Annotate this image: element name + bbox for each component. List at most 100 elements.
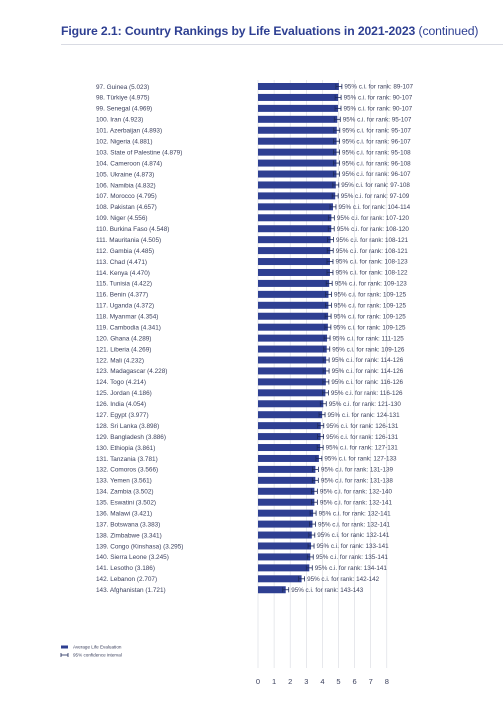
- bar: [258, 334, 328, 342]
- country-label: 111. Mauritania (4.505): [96, 237, 161, 244]
- country-label: 116. Benin (4.377): [96, 292, 148, 299]
- bar: [258, 137, 337, 145]
- ci-label: 95% c.i. for rank: 126-131: [326, 423, 399, 430]
- bar: [258, 301, 329, 309]
- ci-label: 95% c.i. for rank: 114-126: [332, 357, 404, 364]
- ci-label: 95% c.i. for rank: 109-125: [334, 292, 407, 299]
- bar: [258, 542, 312, 550]
- bar: [258, 367, 327, 375]
- country-label: 119. Cambodia (4.341): [96, 324, 161, 331]
- country-label: 118. Myanmar (4.354): [96, 314, 158, 321]
- ci-label: 95% c.i. for rank: 97-109: [341, 193, 410, 200]
- bar: [258, 509, 314, 517]
- ci-label: 95% c.i. for rank: 108-123: [335, 259, 408, 266]
- country-label: 112. Gambia (4.485): [96, 248, 154, 255]
- x-tick-label: 7: [369, 677, 373, 686]
- figure-title-main: Figure 2.1: Country Rankings by Life Eva…: [61, 24, 416, 38]
- ci-label: 95% c.i. for rank: 132-141: [320, 499, 393, 506]
- bar: [258, 268, 330, 276]
- ci-label: 95% c.i. for rank: 131-138: [321, 478, 394, 485]
- country-label: 135. Eswatini (3.502): [96, 500, 156, 507]
- ci-label: 95% c.i. for rank: 95-107: [342, 127, 411, 134]
- country-label: 142. Lebanon (2.707): [96, 576, 157, 583]
- bar: [258, 487, 315, 495]
- country-label: 139. Congo (Kinshasa) (3.295): [96, 543, 183, 550]
- country-label: 143. Afghanistan (1.721): [96, 587, 166, 594]
- ci-label: 95% c.i. for rank: 108-121: [336, 237, 409, 244]
- ci-label: 95% c.i. for rank: 132-141: [318, 521, 391, 528]
- bar: [258, 400, 324, 408]
- country-label: 130. Ethiopia (3.861): [96, 445, 155, 452]
- bar: [258, 465, 316, 473]
- bar: [258, 115, 338, 123]
- country-label: 105. Ukraine (4.873): [96, 171, 154, 178]
- x-tick-label: 1: [272, 677, 276, 686]
- ci-label: 95% c.i. for rank: 89-107: [344, 84, 413, 91]
- bar: [258, 389, 326, 397]
- ci-label: 95% c.i. for rank: 142-142: [307, 576, 380, 583]
- bar: [258, 476, 316, 484]
- figure-title-continued: (continued): [418, 24, 479, 38]
- bar: [258, 203, 333, 211]
- bar: [258, 104, 339, 112]
- country-label: 115. Tunisia (4.422): [96, 281, 152, 288]
- country-label: 117. Uganda (4.372): [96, 303, 154, 310]
- bar: [258, 181, 336, 189]
- country-label: 110. Burkina Faso (4.548): [96, 226, 169, 233]
- country-label: 99. Senegal (4.969): [96, 106, 152, 113]
- ci-label: 95% c.i. for rank: 95-108: [342, 149, 411, 156]
- ci-label: 95% c.i. for rank: 114-126: [332, 368, 404, 375]
- ci-label: 95% c.i. for rank: 107-120: [337, 215, 410, 222]
- bar: [258, 356, 327, 364]
- x-tick-label: 8: [385, 677, 389, 686]
- ci-label: 95% c.i. for rank: 127-131: [326, 445, 399, 452]
- legend-average-label: Average Life Evaluation: [73, 645, 122, 650]
- ci-label: 95% c.i. for rank: 111-125: [333, 335, 405, 342]
- ci-label: 95% c.i. for rank: 96-107: [342, 171, 411, 178]
- x-tick-label: 4: [320, 677, 324, 686]
- country-label: 124. Togo (4.214): [96, 379, 146, 386]
- country-label: 104. Cameroon (4.874): [96, 160, 162, 167]
- bar: [258, 159, 337, 167]
- country-label: 98. Türkiye (4.975): [96, 95, 150, 102]
- ci-label: 95% c.i. for rank: 132-140: [320, 488, 393, 495]
- country-label: 125. Jordan (4.186): [96, 390, 152, 397]
- country-label: 109. Niger (4.556): [96, 215, 148, 222]
- bar: [258, 93, 339, 101]
- ci-label: 95% c.i. for rank: 97-108: [341, 182, 410, 189]
- ci-label: 95% c.i. for rank: 133-141: [317, 543, 390, 550]
- bar: [258, 586, 286, 594]
- country-label: 138. Zimbabwe (3.341): [96, 532, 162, 539]
- figure-title: Figure 2.1: Country Rankings by Life Eva…: [61, 24, 478, 38]
- ci-label: 95% c.i. for rank: 108-120: [337, 226, 410, 233]
- ci-label: 95% c.i. for rank: 109-125: [333, 324, 406, 331]
- bar: [258, 378, 326, 386]
- country-label: 123. Madagascar (4.228): [96, 368, 167, 375]
- bar: [258, 148, 337, 156]
- bar: [258, 192, 336, 200]
- bar: [258, 170, 337, 178]
- ci-label: 95% c.i. for rank: 96-107: [342, 138, 411, 145]
- x-tick-label: 0: [256, 677, 260, 686]
- bar: [258, 411, 323, 419]
- bar: [258, 126, 337, 134]
- country-label: 137. Botswana (3.383): [96, 521, 160, 528]
- country-label: 140. Sierra Leone (3.245): [96, 554, 169, 561]
- country-label: 113. Chad (4.471): [96, 259, 147, 266]
- country-label: 120. Ghana (4.289): [96, 335, 151, 342]
- country-label: 97. Guinea (5.023): [96, 84, 149, 91]
- legend-bar-swatch: [61, 645, 68, 649]
- ci-label: 95% c.i. for rank: 124-131: [328, 412, 401, 419]
- bar: [258, 531, 312, 539]
- country-label: 122. Mali (4.232): [96, 357, 144, 364]
- ci-label: 95% c.i. for rank: 108-122: [335, 270, 408, 277]
- bar: [258, 290, 329, 298]
- x-tick-label: 6: [353, 677, 357, 686]
- bar: [258, 214, 332, 222]
- ci-label: 95% c.i. for rank: 90-107: [344, 95, 413, 102]
- ci-label: 95% c.i. for rank: 132-141: [317, 532, 390, 539]
- country-label: 127. Egypt (3.977): [96, 412, 149, 419]
- bar: [258, 520, 313, 528]
- country-label: 136. Malawi (3.421): [96, 510, 152, 517]
